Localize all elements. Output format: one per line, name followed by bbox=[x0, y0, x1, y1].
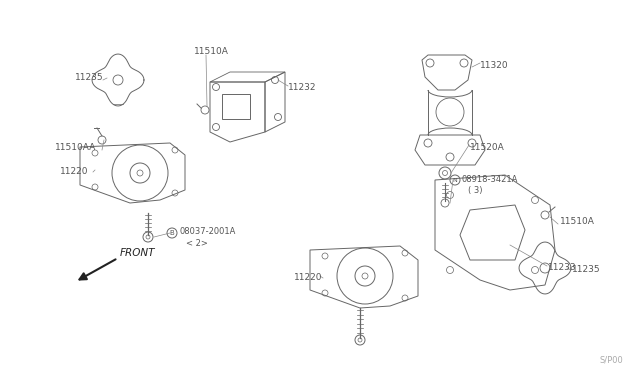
Text: 11220: 11220 bbox=[60, 167, 88, 176]
Text: 11510AA: 11510AA bbox=[55, 144, 96, 153]
Text: 11520A: 11520A bbox=[470, 144, 505, 153]
Text: S/P00: S/P00 bbox=[600, 356, 624, 365]
Text: 11232: 11232 bbox=[288, 83, 317, 93]
Text: FRONT: FRONT bbox=[120, 248, 156, 258]
Bar bbox=[222, 94, 250, 119]
Text: 08918-3421A: 08918-3421A bbox=[462, 174, 518, 183]
Text: 11320: 11320 bbox=[480, 61, 509, 70]
Text: 11235: 11235 bbox=[75, 74, 104, 83]
Text: < 2>: < 2> bbox=[186, 238, 208, 247]
Text: 11510A: 11510A bbox=[194, 48, 229, 57]
Text: N: N bbox=[452, 177, 458, 183]
Text: B: B bbox=[170, 230, 174, 236]
Text: 11510A: 11510A bbox=[560, 218, 595, 227]
Text: 08037-2001A: 08037-2001A bbox=[179, 228, 236, 237]
Text: 11235: 11235 bbox=[572, 266, 600, 275]
Text: 11233: 11233 bbox=[548, 263, 577, 273]
Text: 11220: 11220 bbox=[294, 273, 323, 282]
Text: ( 3): ( 3) bbox=[468, 186, 483, 195]
